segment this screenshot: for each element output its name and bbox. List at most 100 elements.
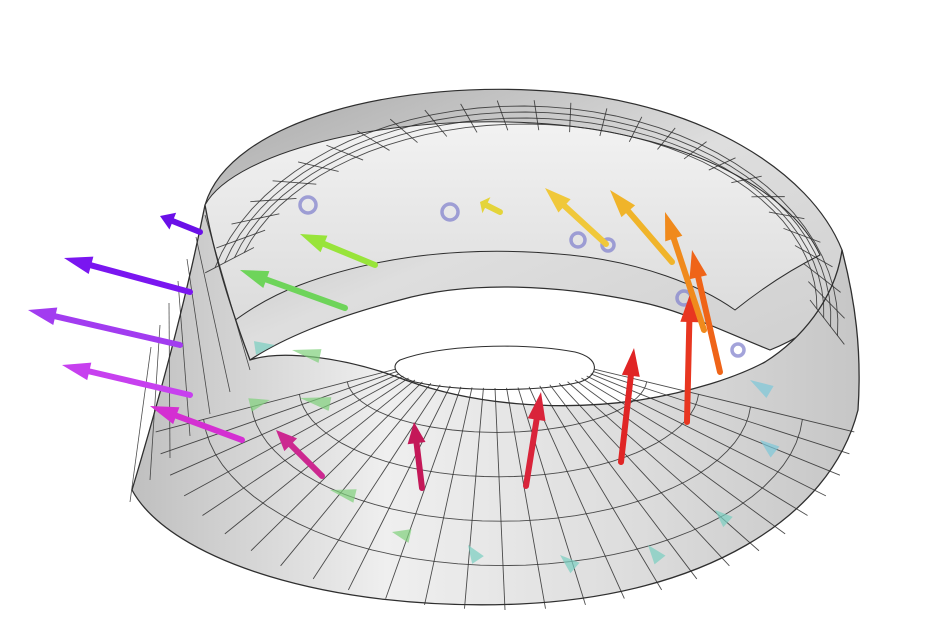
normal-vector-arrow [240,270,348,311]
mesh-line [496,100,509,131]
arrow-shaft [413,440,425,491]
mesh-line [783,227,821,243]
normal-vector-arrow [480,197,503,215]
mesh-line [683,141,707,160]
mesh-line [312,384,441,580]
mesh-curve [251,406,751,522]
mesh-line [809,299,845,345]
normal-vector-arrow [680,294,699,425]
arrow-head [240,270,270,288]
hidden-vector-cone [560,555,580,574]
arrow-head [300,234,328,253]
mesh-curve [224,111,832,327]
mesh-line [593,371,850,455]
arrow-head [276,430,298,452]
mesh-curve [243,123,818,309]
normal-vector-arrow [150,406,245,443]
normal-vector-arrow [160,212,203,235]
mesh-line [424,109,448,137]
arrow-shaft [618,372,634,465]
mesh-line [297,161,339,172]
mesh-line [177,280,191,437]
mesh-line [528,386,625,599]
mesh-line [594,368,855,433]
normal-vector-arrow [407,422,426,491]
mesh-line [195,236,231,393]
surface-mesh-grid [129,100,855,611]
surface-center-hole [394,345,595,391]
hidden-vector-ring [298,195,318,215]
mesh-line [558,383,730,567]
normal-vector-arrow [523,392,546,489]
mesh-line [807,281,845,319]
mesh-line [231,213,280,225]
hidden-vector-ring [569,231,587,249]
normal-vector-arrow [64,256,193,295]
mesh-line [599,108,608,137]
arrow-shaft [670,235,707,333]
mesh-line [794,245,833,268]
arrow-shaft [86,368,193,398]
mesh-line [768,211,805,220]
mesh-line [168,302,171,459]
hidden-vector-cone [248,398,270,412]
arrow-shaft [483,202,503,215]
mesh-line [250,197,297,203]
mesh-line [464,387,484,609]
arrow-head [689,250,708,280]
mesh-line [250,381,423,552]
mesh-line [204,214,251,371]
mesh-curve [234,117,825,318]
arrow-shaft [684,318,693,425]
arrow-head [480,197,491,214]
mesh-curve [203,419,803,567]
arrow-head [160,212,177,230]
arrow-shaft [88,262,193,295]
hidden-vector-ring [440,202,460,222]
mesh-curve [346,381,648,433]
mesh-line [389,118,418,143]
normal-vector-arrow [610,190,675,265]
mesh-line [347,385,451,591]
mobius-surface [129,88,860,611]
arrow-shaft [523,416,540,489]
arrow-shaft [263,276,348,311]
hidden-vector-cone [300,397,332,411]
normal-vector-arrow [300,234,378,268]
mesh-curve [214,105,839,336]
normal-vector-arrow [618,348,640,465]
mesh-line [149,324,161,481]
arrow-shaft [52,313,183,348]
hidden-vector-cone [715,510,733,528]
hidden-vector-cone [253,341,275,355]
mesh-line [708,157,736,171]
hidden-vector-cone [648,545,666,565]
surface-upper-band [204,121,821,336]
arrow-head [62,362,92,381]
hidden-vector-ring [730,342,746,358]
hidden-vector-cone [330,489,357,503]
arrow-head [64,256,94,274]
hidden-vector-cone [392,529,412,543]
arrow-shaft [695,274,723,375]
arrow-head [610,190,636,218]
arrow-shaft [169,218,203,235]
mesh-line [731,175,762,184]
arrow-head [680,294,699,323]
hidden-vector-cone [292,349,322,363]
arrow-head [665,212,683,242]
mesh-line [216,229,266,249]
normal-vector-arrow [62,362,193,398]
arrow-head [407,422,426,445]
mesh-line [460,103,478,133]
mesh-line [129,346,152,503]
mesh-line [549,384,698,580]
mesh-line [506,387,546,609]
mesh-line [539,385,663,591]
hidden-vector-ring [600,237,616,253]
mesh-line [357,130,390,151]
mesh-line [280,383,432,567]
normal-vector-arrow [689,250,723,375]
mesh-line [494,387,506,611]
